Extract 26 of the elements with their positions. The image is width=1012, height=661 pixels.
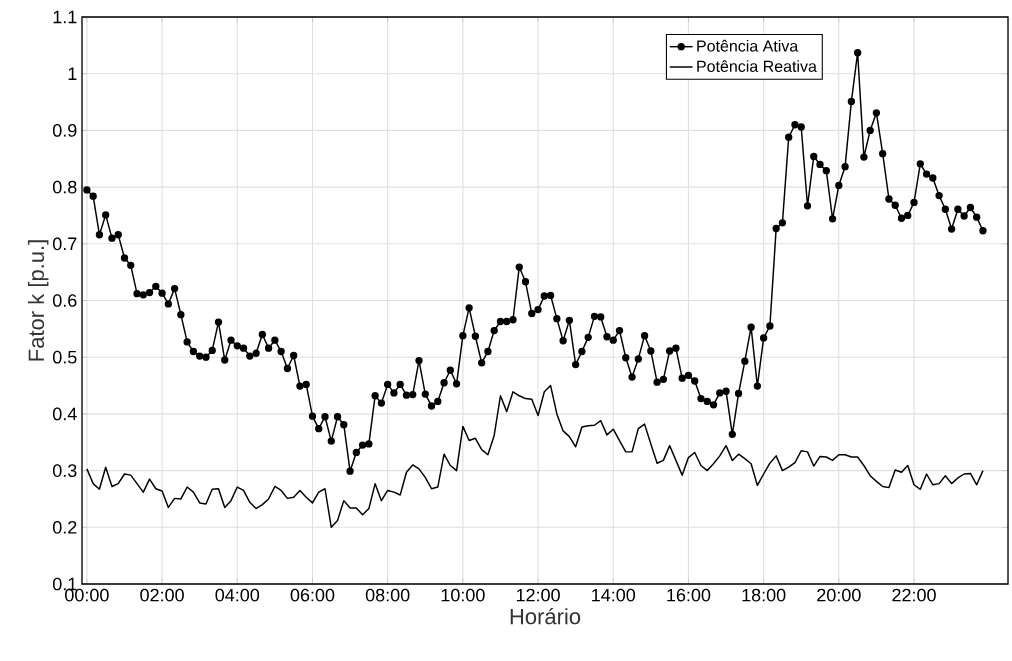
y-tick-label: 0.9 [52,124,77,137]
x-tick-label: 18:00 [742,588,786,602]
y-tick-label: 0.3 [52,464,77,477]
x-tick-label: 20:00 [817,588,861,602]
x-tick-label: 06:00 [290,588,335,602]
y-tick-label: 0.7 [52,237,77,251]
x-tick-label: 22:00 [892,588,936,602]
y-tick-label: 1.1 [53,10,77,24]
x-tick-label: 14:00 [592,588,636,602]
y-axis-title: Fator k [p.u.] [27,240,49,361]
line-series [86,384,984,529]
y-tick-label: 0.5 [52,350,77,364]
x-tick-label: 10:00 [441,588,485,602]
y-tick-label: 1 [68,67,77,80]
y-tick-label: 0.4 [52,407,77,421]
x-tick-label: 12:00 [516,588,560,602]
x-tick-label: 04:00 [215,588,260,602]
x-tick-label: 02:00 [140,588,184,602]
x-tick-label: 08:00 [365,588,410,602]
legend-label: Potência Ativa [697,39,799,52]
legend-label: Potência Reativa [697,60,817,72]
y-tick-label: 0.2 [52,520,77,534]
x-axis-title: Horário [510,607,581,625]
y-tick-label: 0.8 [52,180,77,194]
x-tick-label: 16:00 [667,588,711,602]
y-tick-label: 0.6 [52,294,77,307]
